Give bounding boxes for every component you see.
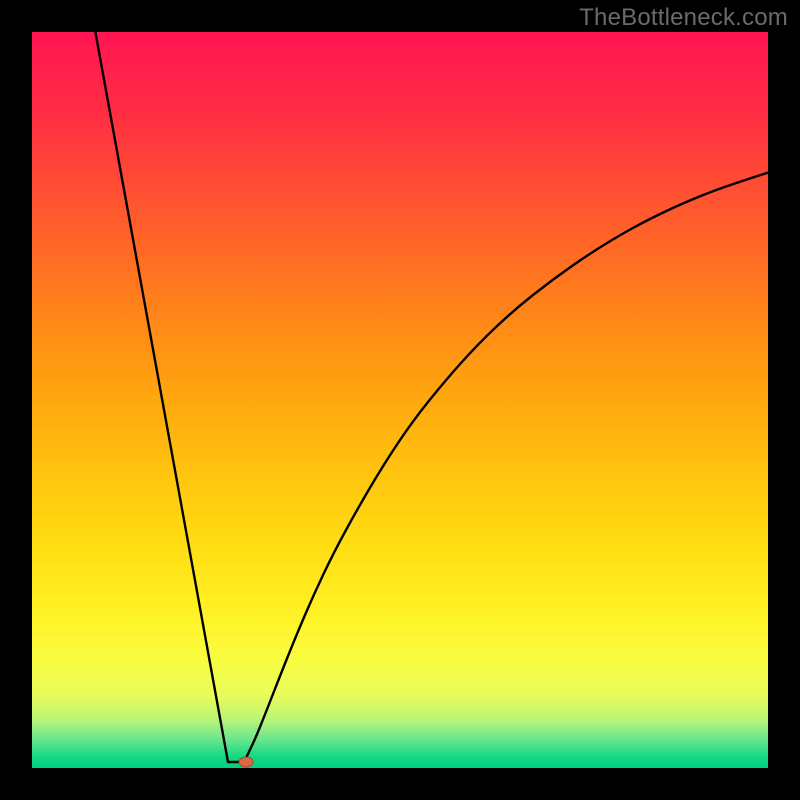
watermark-text: TheBottleneck.com — [579, 4, 788, 32]
chart-root: TheBottleneck.com — [0, 0, 800, 800]
plot-area — [32, 32, 768, 768]
optimal-marker — [239, 757, 253, 767]
bottleneck-chart — [0, 0, 800, 800]
